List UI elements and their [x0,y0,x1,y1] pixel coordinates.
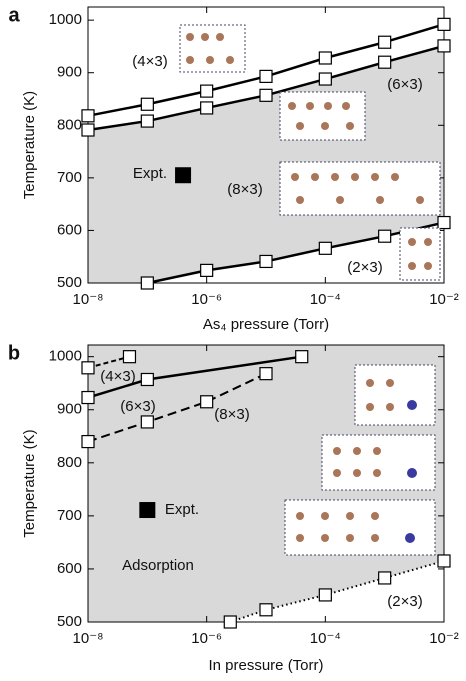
data-point [318,72,332,86]
y-axis-label: Temperature (K) [21,91,38,199]
y-tick-label: 500 [57,274,82,291]
data-point [140,415,154,429]
annotation: (8×3) [227,181,262,198]
annotation: (8×3) [214,406,249,423]
y-tick-label: 800 [57,454,82,471]
data-point [318,241,332,255]
x-tick-label: 10⁻⁴ [310,630,341,647]
y-tick-label: 600 [57,560,82,577]
data-point [378,229,392,243]
x-tick-label: 10⁻⁸ [73,630,104,647]
y-axis-label: Temperature (K) [21,429,38,537]
expt-point [175,167,192,184]
y-tick-label: 1000 [49,348,82,365]
data-point [259,69,273,83]
x-tick-label: 10⁻² [429,630,459,647]
data-point [437,39,451,53]
plot-frame [87,6,445,284]
data-point [81,434,95,449]
data-point [200,395,214,409]
data-point [259,367,273,381]
annotation: (6×3) [120,398,155,415]
data-point [81,361,95,375]
y-tick-label: 1000 [49,11,82,28]
panel-label: b [8,342,20,364]
boundary-line [87,372,267,443]
plot-frame [87,344,445,623]
data-point [295,350,309,364]
data-point [140,372,154,387]
data-point [259,603,273,617]
x-axis-label: As₄ pressure (Torr) [203,316,329,333]
annotation: (2×3) [347,259,382,276]
inset-structures [179,24,441,556]
boundary-line [87,355,130,369]
x-tick-label: 10⁻⁴ [310,291,341,308]
boundary-line [147,221,445,285]
data-point [200,263,214,277]
annotation: Expt. [133,165,167,182]
data-point [437,554,451,568]
annotation: (2×3) [387,593,422,610]
x-tick-label: 10⁻⁶ [191,630,222,647]
panel-label: a [8,4,20,26]
data-point [259,88,273,102]
y-tick-label: 500 [57,613,82,630]
data-point [223,615,237,629]
data-point [378,35,392,49]
x-tick-label: 10⁻⁶ [191,291,222,308]
unshaded-region [88,7,444,131]
y-tick-label: 600 [57,221,82,238]
data-point [318,51,332,65]
boundary-line [229,560,445,623]
unshaded-region [147,222,445,283]
data-point [378,571,392,585]
data-point [437,17,451,31]
x-tick-label: 10⁻² [429,291,459,308]
data-point [200,101,214,115]
data-point [81,123,95,137]
expt-point [139,502,156,519]
y-tick-label: 700 [57,169,82,186]
data-point [140,114,154,128]
x-tick-label: 10⁻⁸ [73,291,104,308]
annotation: (6×3) [387,76,422,93]
data-point [81,390,95,405]
y-tick-label: 700 [57,507,82,524]
y-tick-label: 900 [57,64,82,81]
annotation: Adsorption [122,557,194,574]
annotation: (4×3) [100,368,135,385]
x-axis-label: In pressure (Torr) [208,657,323,674]
y-tick-label: 800 [57,116,82,133]
data-point [122,350,137,364]
y-tick-label: 900 [57,401,82,418]
annotation: Expt. [165,501,199,518]
data-point [140,97,154,111]
data-point [140,276,154,290]
data-point [259,254,273,269]
data-point [200,84,214,98]
data-point [81,109,95,123]
data-point [437,215,451,230]
unshaded-region [230,560,444,622]
data-point [378,55,392,69]
data-point [318,588,332,602]
annotation: (4×3) [132,53,167,70]
